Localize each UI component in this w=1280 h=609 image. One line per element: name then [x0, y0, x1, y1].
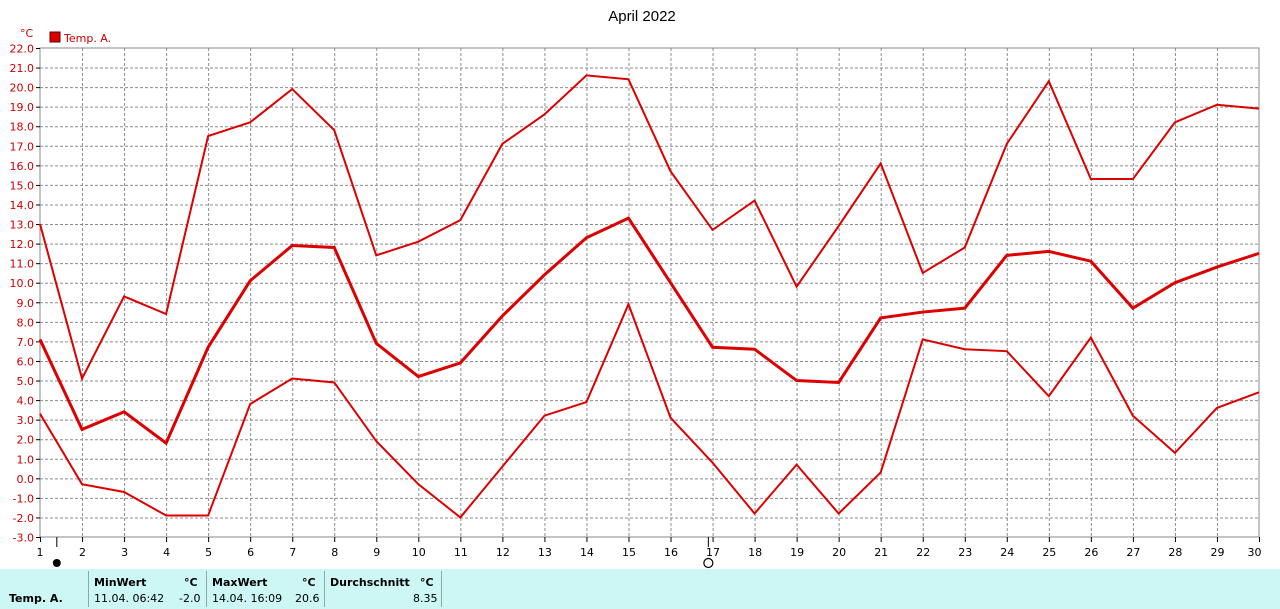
- x-tick-label: 13: [538, 546, 552, 559]
- x-tick-label: 10: [412, 546, 426, 559]
- y-tick-label: 8.0: [17, 316, 35, 329]
- y-axis: -3.0 -2.0 -1.0 0.0 1.0 2.0 3.0 4.0 5.0 6.0 7.0 8.0 9…: [10, 43, 40, 545]
- x-tick-label: 9: [373, 546, 380, 559]
- y-tick-label: 18.0: [10, 121, 35, 134]
- x-tick-label: 28: [1168, 546, 1182, 559]
- moon-markers: [52, 537, 714, 569]
- x-tick-label: 22: [916, 546, 930, 559]
- divider: [88, 571, 89, 607]
- y-tick-label: 4.0: [17, 395, 35, 408]
- x-tick-label: 15: [622, 546, 636, 559]
- series-max-line: [39, 74, 1260, 382]
- y-tick-label: 6.0: [17, 355, 35, 368]
- min-value: -2.0: [179, 592, 201, 605]
- y-tick-label: 15.0: [10, 179, 35, 192]
- y-tick-label: 1.0: [17, 453, 35, 466]
- x-tick-label: 3: [121, 546, 128, 559]
- plot-frame: [39, 47, 1260, 538]
- y-tick-label: 21.0: [10, 62, 35, 75]
- max-value: 20.6: [295, 592, 320, 605]
- x-tick-label: 1: [37, 546, 44, 559]
- grid: [39, 47, 1260, 538]
- max-unit: °C: [302, 576, 316, 589]
- x-tick-label: 25: [1042, 546, 1056, 559]
- x-tick-label: 20: [832, 546, 846, 559]
- x-tick-label: 18: [748, 546, 762, 559]
- y-tick-label: 10.0: [10, 277, 35, 290]
- max-header: MaxWert: [212, 576, 268, 589]
- y-tick-label: 13.0: [10, 219, 35, 232]
- y-tick-label: 12.0: [10, 238, 35, 251]
- y-tick-label: 11.0: [10, 258, 35, 271]
- series-lines: [38, 74, 1260, 519]
- x-tick-label: 16: [664, 546, 678, 559]
- max-time: 14.04. 16:09: [212, 592, 283, 605]
- y-tick-label: -1.0: [13, 492, 34, 505]
- y-tick-label: 19.0: [10, 101, 35, 114]
- chart-title: April 2022: [608, 8, 676, 25]
- y-tick-label: 22.0: [10, 43, 35, 56]
- statistics-panel: Temp. A. MinWert °C 11.04. 06:42 -2.0 Ma…: [0, 569, 1280, 609]
- divider: [324, 571, 325, 607]
- avg-value: 8.35: [413, 592, 438, 605]
- x-tick-label: 30: [1248, 546, 1262, 559]
- legend-label: Temp. A.: [63, 32, 111, 45]
- x-tick-label: 23: [958, 546, 972, 559]
- x-tick-label: 11: [454, 546, 468, 559]
- min-time: 11.04. 06:42: [94, 592, 165, 605]
- new-moon-icon: [703, 557, 714, 569]
- x-tick-label: 5: [205, 546, 212, 559]
- x-tick-label: 12: [496, 546, 510, 559]
- y-tick-label: 0.0: [17, 473, 35, 486]
- y-tick-label: 17.0: [10, 140, 35, 153]
- stats-row-label: Temp. A.: [9, 592, 63, 605]
- x-tick-label: 6: [247, 546, 254, 559]
- x-tick-label: 8: [331, 546, 338, 559]
- series-mean-line: [38, 216, 1260, 446]
- temperature-chart: April 2022 °C Temp. A. -3.0 -2.0 -1.0 0.0 1.…: [10, 8, 1262, 569]
- y-tick-label: 2.0: [17, 434, 35, 447]
- avg-header: Durchschnitt: [330, 576, 410, 589]
- x-tick-label: 4: [163, 546, 170, 559]
- y-tick-label: 7.0: [17, 336, 35, 349]
- divider: [206, 571, 207, 607]
- x-tick-label: 17: [706, 546, 720, 559]
- x-tick-label: 14: [580, 546, 594, 559]
- y-tick-label: 20.0: [10, 82, 35, 95]
- divider: [441, 571, 442, 607]
- x-tick-label: 29: [1210, 546, 1224, 559]
- legend-swatch: [49, 31, 61, 43]
- y-tick-label: 14.0: [10, 199, 35, 212]
- y-tick-label: 16.0: [10, 160, 35, 173]
- min-unit: °C: [184, 576, 198, 589]
- y-axis-unit: °C: [20, 27, 34, 40]
- avg-unit: °C: [420, 576, 434, 589]
- series-min-line: [39, 301, 1260, 519]
- x-tick-label: 24: [1000, 546, 1014, 559]
- y-tick-label: -2.0: [13, 512, 34, 525]
- x-tick-label: 2: [79, 546, 86, 559]
- y-tick-label: 5.0: [17, 375, 35, 388]
- min-header: MinWert: [94, 576, 147, 589]
- y-tick-label: 9.0: [17, 297, 35, 310]
- x-tick-label: 27: [1126, 546, 1140, 559]
- y-tick-label: 3.0: [17, 414, 35, 427]
- x-tick-label: 19: [790, 546, 804, 559]
- x-tick-label: 26: [1084, 546, 1098, 559]
- full-moon-icon: [52, 559, 61, 567]
- x-tick-label: 7: [289, 546, 296, 559]
- x-tick-label: 21: [874, 546, 888, 559]
- y-tick-label: -3.0: [13, 532, 34, 545]
- x-axis: 1 2 3 4 5 6 7 8 9 10 11 12 13 14 15 16 17 18 19 20 21 22 23 24 2…: [37, 537, 1262, 559]
